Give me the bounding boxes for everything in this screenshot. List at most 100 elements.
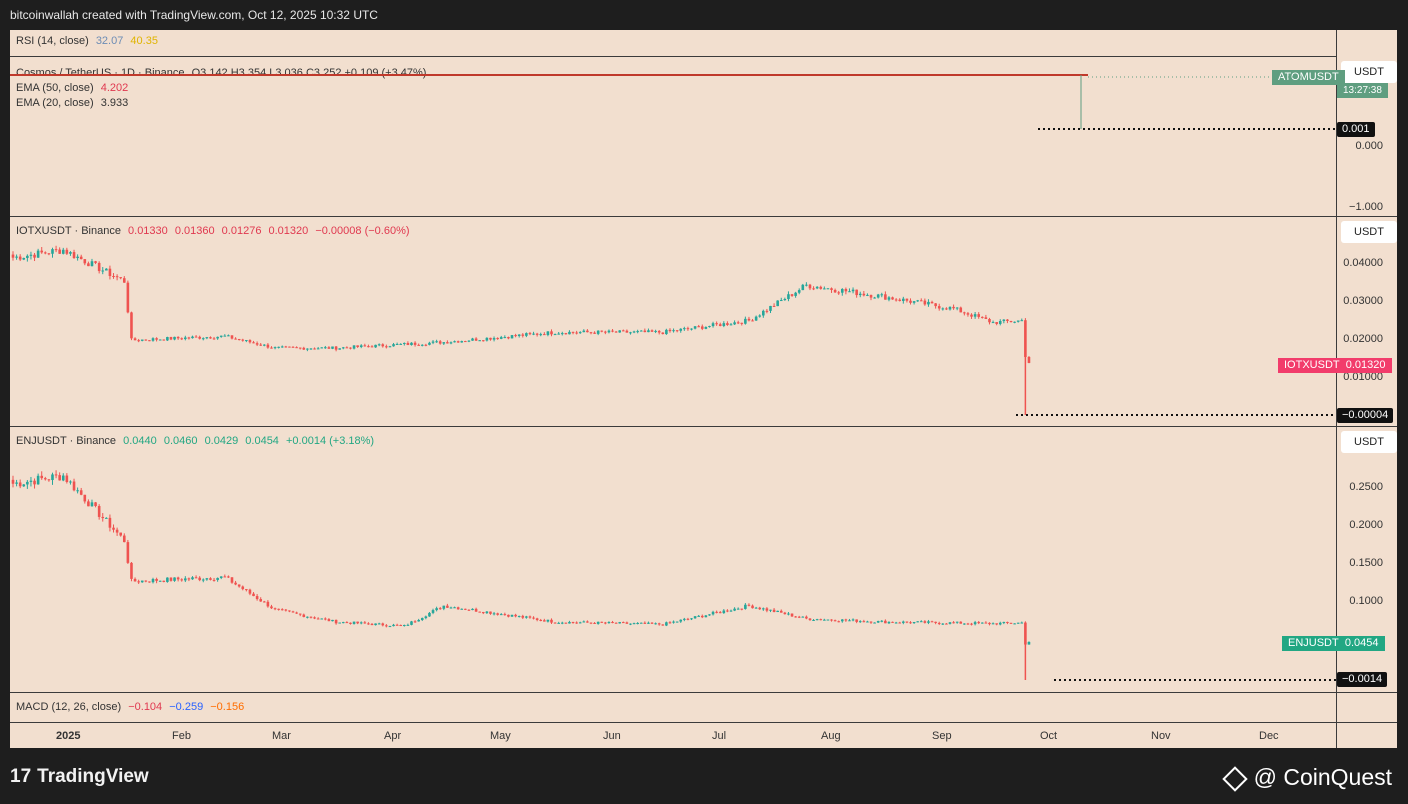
iotx-candle: [625, 330, 629, 333]
enj-candle: [270, 606, 273, 609]
enj-candle: [945, 623, 948, 625]
iotx-candle: [927, 301, 930, 305]
iotx-candle: [392, 344, 395, 347]
time-label-sep: Sep: [932, 730, 952, 742]
iotx-candle: [385, 346, 388, 348]
iotx-candle: [672, 330, 675, 332]
iotx-candle: [973, 314, 977, 317]
iotx-candle: [148, 340, 151, 342]
enj-candle: [973, 622, 977, 625]
iotx-close: 0.01320: [268, 225, 309, 237]
enj-candle: [496, 613, 499, 615]
enj-candle: [783, 612, 787, 615]
iotx-candle: [295, 347, 298, 349]
enj-candle: [263, 601, 266, 603]
enj-axis-1: 0.2000: [1349, 519, 1383, 531]
enj-candle: [385, 625, 388, 627]
chart-area[interactable]: RSI (14, close) 32.07 40.35 Cosmos / Tet…: [10, 30, 1397, 748]
iotx-candle: [1016, 320, 1020, 322]
enj-candle: [83, 494, 87, 502]
iotx-candle: [367, 346, 370, 348]
iotx-candle: [467, 340, 471, 342]
tradingview-brand: TradingView: [37, 766, 149, 787]
iotx-candle: [44, 252, 47, 254]
macd-label: MACD (12, 26, close): [16, 701, 122, 713]
enj-candle: [40, 475, 44, 479]
enj-candle: [324, 618, 327, 620]
iotx-candle: [639, 330, 643, 332]
enj-candle: [377, 623, 381, 625]
enj-candle: [532, 617, 535, 619]
iotx-candle: [298, 347, 302, 349]
iotx-candle: [887, 297, 891, 300]
enj-candle: [517, 615, 521, 617]
enj-candle: [47, 479, 51, 481]
enj-candle: [349, 622, 352, 624]
iotx-open: 0.01330: [128, 225, 168, 237]
iotx-candle: [29, 254, 33, 256]
enj-candle: [216, 577, 219, 580]
enj-candle: [808, 618, 812, 621]
enj-candle: [388, 626, 392, 628]
enj-candle: [309, 616, 313, 618]
enj-candle: [241, 586, 245, 590]
enj-candle: [654, 623, 657, 625]
enj-candle: [614, 622, 618, 624]
iotx-candle: [406, 342, 410, 346]
time-label-aug: Aug: [821, 730, 841, 742]
iotx-candle: [636, 331, 639, 333]
iotx-candle: [729, 324, 733, 326]
enj-candle: [474, 608, 478, 612]
enj-high: 0.0460: [163, 435, 198, 447]
enj-candle: [148, 581, 151, 583]
time-label-jul: Jul: [712, 730, 727, 742]
enj-candle: [119, 532, 122, 536]
enj-candle: [105, 517, 108, 519]
iotx-candle: [201, 338, 205, 340]
atom-axis-0: 0.000: [1355, 140, 1383, 152]
enj-candle: [180, 579, 184, 581]
enj-candle: [546, 619, 550, 622]
iotx-candle: [309, 348, 313, 350]
tradingview-logo: 17 TradingView: [10, 766, 149, 788]
enj-candle: [338, 622, 341, 624]
enj-candle: [794, 616, 797, 618]
enj-candle: [661, 624, 665, 626]
iotx-candle: [736, 322, 740, 324]
enj-candle: [869, 621, 873, 623]
iotx-candle: [11, 254, 15, 258]
iotx-candle: [858, 293, 862, 296]
iotx-candle: [589, 332, 593, 334]
enj-candle: [29, 480, 33, 482]
enj-candle: [762, 608, 765, 610]
iotx-candle: [525, 333, 528, 336]
iotx-candle: [277, 346, 280, 348]
iotx-candle: [65, 249, 69, 254]
iotx-currency-button[interactable]: USDT: [1341, 221, 1397, 243]
iotx-candle: [715, 323, 718, 325]
enj-candle: [963, 623, 966, 625]
iotx-candle: [510, 335, 514, 339]
enj-candle: [442, 605, 446, 609]
iotx-candle: [94, 261, 97, 263]
iotx-candle: [1009, 320, 1013, 323]
enj-candle: [514, 614, 517, 617]
iotx-candle: [230, 335, 234, 339]
iotx-low-tag: −0.00004: [1337, 408, 1394, 423]
iotx-candle: [33, 254, 36, 258]
enj-candle: [460, 608, 464, 610]
iotx-candle: [205, 337, 209, 339]
enj-candle: [751, 605, 754, 609]
enj-candle: [812, 619, 815, 621]
enj-candle: [1027, 641, 1031, 645]
enj-candle: [413, 621, 417, 623]
ema20-value: 3.933: [100, 97, 129, 109]
enj-candle: [166, 577, 169, 582]
rsi-pane-divider: [10, 56, 1337, 57]
enj-candle: [453, 607, 456, 609]
enj-currency-button[interactable]: USDT: [1341, 431, 1397, 453]
atom-currency-button[interactable]: USDT: [1341, 61, 1397, 83]
iotx-candle: [880, 294, 884, 296]
enj-candle: [988, 622, 991, 625]
iotx-candle: [151, 338, 155, 341]
